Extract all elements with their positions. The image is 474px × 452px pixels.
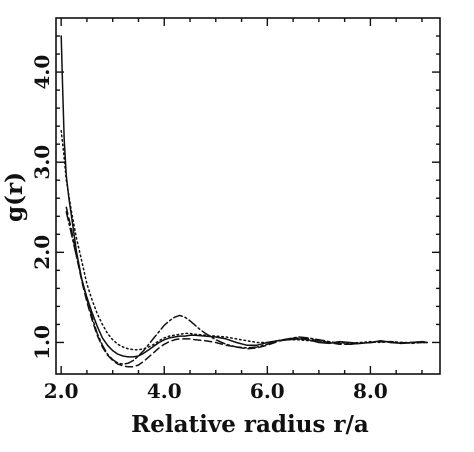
y-tick-label: 1.0: [30, 325, 54, 360]
x-tick-label: 4.0: [147, 379, 182, 403]
y-tick-label: 2.0: [30, 235, 54, 270]
x-tick-label: 6.0: [250, 379, 285, 403]
series-line-dash-dot: [65, 211, 428, 365]
x-tick-label: 2.0: [44, 379, 79, 403]
series-line-solid: [60, 35, 428, 358]
series-layer: [60, 35, 428, 368]
x-tick-label: 8.0: [353, 379, 388, 403]
ticks-layer: [56, 18, 440, 374]
y-tick-label: 3.0: [30, 145, 54, 180]
x-axis-title: Relative radius r/a: [131, 411, 369, 438]
series-line-dotted: [60, 129, 428, 351]
y-axis-title: g(r): [1, 172, 28, 222]
plot-frame: [55, 17, 441, 375]
y-tick-label: 4.0: [30, 55, 54, 90]
tick-labels-layer: 2.0 4.0 6.0 8.0 1.0 2.0 3.0 4.0: [30, 55, 388, 403]
